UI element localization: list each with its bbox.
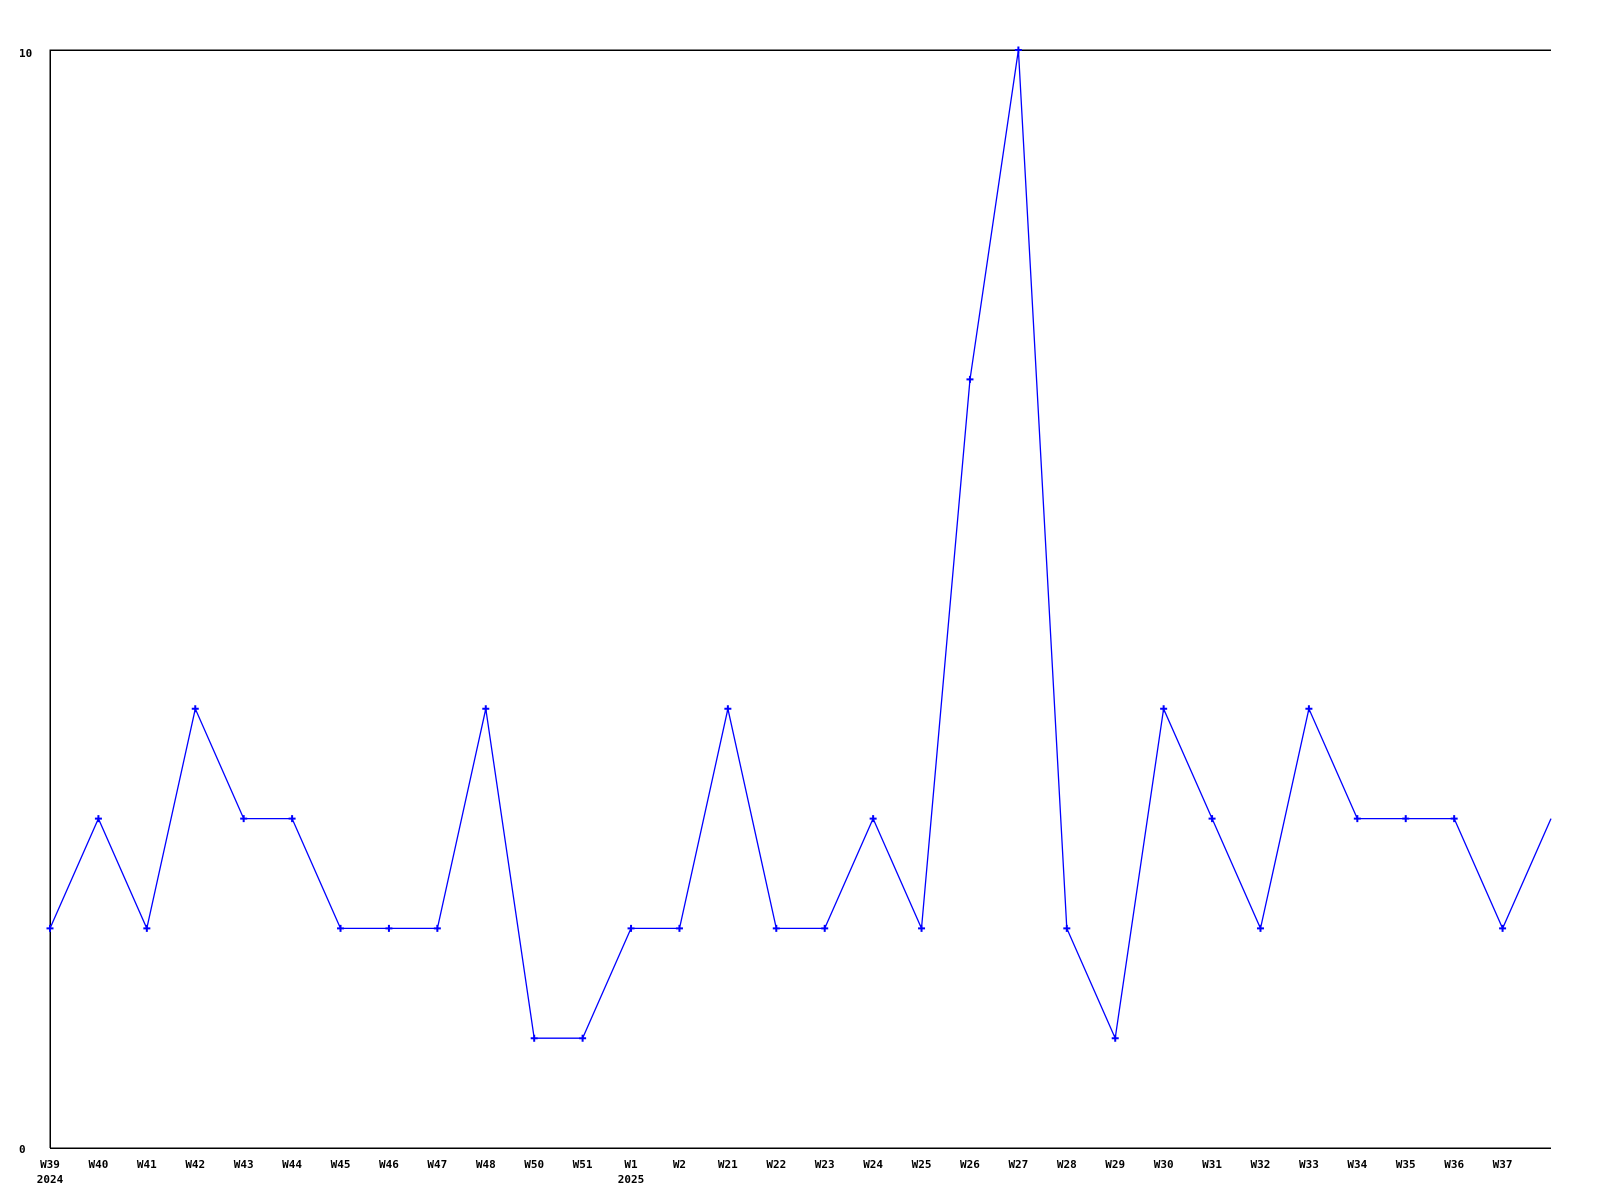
data-point-marker — [1160, 705, 1168, 713]
data-point-marker — [869, 815, 877, 823]
data-point-marker — [288, 815, 296, 823]
x-tick-label: W27 — [1008, 1158, 1028, 1171]
data-point-marker — [627, 924, 635, 932]
x-tick-label: W34 — [1347, 1158, 1367, 1171]
x-tick-label: W43 — [234, 1158, 254, 1171]
data-point-marker — [966, 375, 974, 383]
x-tick-label: W33 — [1299, 1158, 1319, 1171]
data-point-marker — [918, 924, 926, 932]
data-point-marker — [1208, 815, 1216, 823]
data-point-marker — [1256, 924, 1264, 932]
data-point-marker — [1111, 1034, 1119, 1042]
y-tick-label-max: 10 — [19, 47, 32, 60]
x-tick-label: W39 — [40, 1158, 60, 1171]
data-point-marker — [1305, 705, 1313, 713]
x-year-label: 2025 — [618, 1173, 645, 1186]
x-tick-label: W23 — [815, 1158, 835, 1171]
x-tick-label: W2 — [673, 1158, 686, 1171]
x-tick-label: W28 — [1057, 1158, 1077, 1171]
data-point-marker — [143, 924, 151, 932]
x-tick-label: W46 — [379, 1158, 399, 1171]
x-tick-label: W42 — [185, 1158, 205, 1171]
x-tick-label: W48 — [476, 1158, 496, 1171]
x-year-label: 2024 — [37, 1173, 64, 1186]
data-point-marker — [385, 924, 393, 932]
data-point-marker — [1063, 924, 1071, 932]
x-tick-label: W44 — [282, 1158, 302, 1171]
x-tick-label: W41 — [137, 1158, 157, 1171]
data-point-marker — [94, 815, 102, 823]
x-tick-label: W40 — [88, 1158, 108, 1171]
data-point-marker — [530, 1034, 538, 1042]
x-tick-label: W26 — [960, 1158, 980, 1171]
data-point-marker — [191, 705, 199, 713]
data-point-marker — [433, 924, 441, 932]
x-tick-label: W45 — [331, 1158, 351, 1171]
x-tick-label: W25 — [912, 1158, 932, 1171]
data-point-marker — [772, 924, 780, 932]
x-tick-label: W50 — [524, 1158, 544, 1171]
x-tick-label: W24 — [863, 1158, 883, 1171]
data-point-marker — [724, 705, 732, 713]
x-tick-label: W22 — [766, 1158, 786, 1171]
data-point-marker — [46, 924, 54, 932]
data-point-marker — [675, 924, 683, 932]
x-tick-label: W1 — [624, 1158, 638, 1171]
data-point-marker — [579, 1034, 587, 1042]
data-point-marker — [240, 815, 248, 823]
data-point-marker — [1353, 815, 1361, 823]
x-tick-label: W29 — [1105, 1158, 1125, 1171]
x-tick-label: W51 — [573, 1158, 593, 1171]
data-point-marker — [1450, 815, 1458, 823]
data-point-marker — [482, 705, 490, 713]
data-point-marker — [821, 924, 829, 932]
data-point-marker — [1402, 815, 1410, 823]
x-tick-label: W21 — [718, 1158, 738, 1171]
data-point-marker — [1499, 924, 1507, 932]
x-tick-label: W32 — [1251, 1158, 1271, 1171]
axis-frame — [49, 49, 1551, 1149]
data-point-marker — [337, 924, 345, 932]
x-tick-label: W30 — [1154, 1158, 1174, 1171]
data-point-marker — [1014, 46, 1022, 54]
x-tick-label: W31 — [1202, 1158, 1222, 1171]
x-tick-label: W35 — [1396, 1158, 1416, 1171]
data-line — [49, 49, 1552, 1041]
y-tick-label-min: 0 — [19, 1143, 26, 1156]
x-tick-label: W36 — [1444, 1158, 1464, 1171]
x-tick-label: W37 — [1493, 1158, 1513, 1171]
x-tick-label: W47 — [427, 1158, 447, 1171]
